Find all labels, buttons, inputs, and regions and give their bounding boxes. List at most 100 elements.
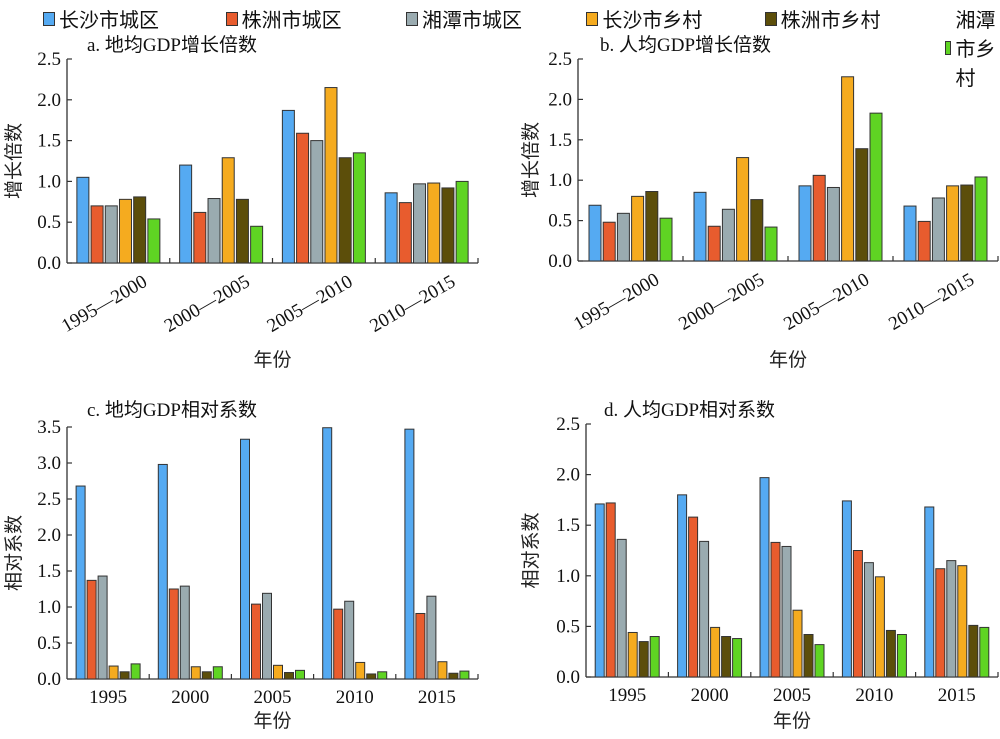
bar — [638, 641, 649, 678]
y-tick-label: 0.0 — [37, 253, 61, 274]
bar — [812, 174, 826, 262]
bar — [273, 664, 283, 680]
bar — [946, 185, 960, 262]
bar — [221, 157, 235, 264]
legend-label: 湘潭市乡村 — [955, 8, 996, 90]
bar — [251, 603, 261, 680]
bar — [869, 112, 883, 262]
bar — [168, 588, 179, 680]
x-tick-label: 2010 — [336, 687, 374, 708]
y-tick-label: 1.0 — [37, 597, 61, 618]
bar — [118, 198, 132, 264]
bar — [924, 506, 935, 678]
x-axis-label: 年份 — [253, 349, 291, 371]
x-tick-label: 2015 — [418, 687, 456, 708]
bar — [404, 428, 415, 680]
y-tick-label: 0.5 — [548, 211, 572, 232]
bar — [688, 516, 699, 678]
y-tick-label: 3.0 — [37, 453, 61, 474]
bar — [426, 595, 437, 680]
y-tick-label: 1.5 — [548, 130, 572, 151]
bar — [931, 197, 945, 262]
legend-item: 长沙市乡村 — [586, 4, 702, 33]
chart-d-per-capita-gdp-relative: d. 人均GDP相对系数 0.0 0.5 1.0 1.5 2.0 2.5 相对系数 1995 20… — [520, 399, 999, 732]
bar — [960, 184, 974, 262]
bar — [707, 225, 721, 262]
bar — [201, 671, 212, 680]
bar — [75, 485, 86, 680]
chart-a-ground-gdp-growth: a. 地均GDP增长倍数 0.0 0.5 1.0 1.5 2.0 2.5 增长倍数 1995—2… — [3, 34, 479, 371]
y-tick-label: 0.5 — [556, 616, 580, 637]
chart-c-ground-gdp-relative: c. 地均GDP相对系数 0.0 0.5 1.0 1.5 2.0 2.5 3.0 3.5 相对系数… — [3, 399, 479, 732]
bar — [193, 211, 207, 264]
bar — [841, 76, 855, 262]
legend-item: 湘潭市乡村 — [945, 4, 1000, 91]
chart-title: d. 人均GDP相对系数 — [604, 399, 775, 421]
y-tick-label: 2.0 — [548, 89, 572, 110]
y-tick-label: 2.5 — [37, 489, 61, 510]
y-axis-label: 增长倍数 — [520, 122, 542, 198]
bar — [602, 221, 616, 262]
legend-label: 长沙市乡村 — [602, 8, 703, 32]
y-tick-label: 2.5 — [548, 49, 572, 70]
y-tick-label: 3.5 — [37, 417, 61, 438]
x-tick-label: 2005 — [773, 685, 811, 706]
bar — [104, 205, 118, 264]
bar — [455, 180, 469, 264]
bar — [86, 579, 97, 680]
bar — [852, 550, 863, 678]
x-tick-label: 2000 — [691, 685, 729, 706]
bar — [133, 196, 147, 264]
bar — [710, 626, 721, 678]
y-tick-label: 0.0 — [37, 669, 61, 690]
bar — [645, 191, 659, 262]
bar — [190, 666, 201, 680]
bar — [803, 633, 814, 678]
bar — [415, 612, 426, 680]
bar — [974, 176, 988, 262]
y-tick-label: 2.5 — [37, 49, 61, 70]
bar — [874, 576, 885, 678]
x-tick-label: 2005—2010 — [780, 269, 873, 335]
bar — [324, 87, 338, 264]
x-tick-label: 2000—2005 — [675, 269, 768, 335]
legend-item: 株洲市乡村 — [764, 4, 881, 33]
bar — [344, 600, 355, 680]
bar — [377, 671, 388, 680]
bar — [333, 608, 344, 680]
y-axis-label: 增长倍数 — [3, 123, 25, 199]
bar — [957, 565, 968, 678]
bar — [352, 152, 366, 264]
bar — [108, 665, 119, 680]
bar — [97, 575, 108, 680]
x-tick-label: 2000—2005 — [161, 271, 254, 337]
bar — [366, 673, 377, 680]
bar — [427, 182, 441, 264]
x-tick-label: 1995 — [608, 685, 646, 706]
bar — [605, 502, 616, 678]
bar — [627, 631, 638, 678]
bar — [841, 500, 852, 678]
bar — [284, 672, 294, 680]
y-tick-label: 1.0 — [556, 566, 580, 587]
legend-item: 株洲市城区 — [225, 4, 342, 33]
bar — [296, 132, 310, 264]
bar — [157, 463, 168, 680]
bar — [659, 217, 673, 262]
y-tick-label: 2.5 — [556, 414, 580, 435]
bar — [781, 545, 792, 678]
bar — [322, 427, 333, 680]
y-axis-label: 相对系数 — [3, 515, 25, 591]
y-tick-label: 1.0 — [37, 171, 61, 192]
bar — [179, 585, 190, 680]
x-axis-label: 年份 — [253, 710, 291, 732]
bar — [179, 164, 193, 264]
bar — [616, 538, 627, 678]
bar — [885, 629, 896, 678]
legend-swatch — [43, 11, 55, 26]
bar — [130, 663, 141, 680]
bar — [903, 205, 917, 262]
bar — [814, 644, 825, 678]
x-axis-label: 年份 — [769, 349, 807, 371]
bar — [732, 638, 743, 678]
